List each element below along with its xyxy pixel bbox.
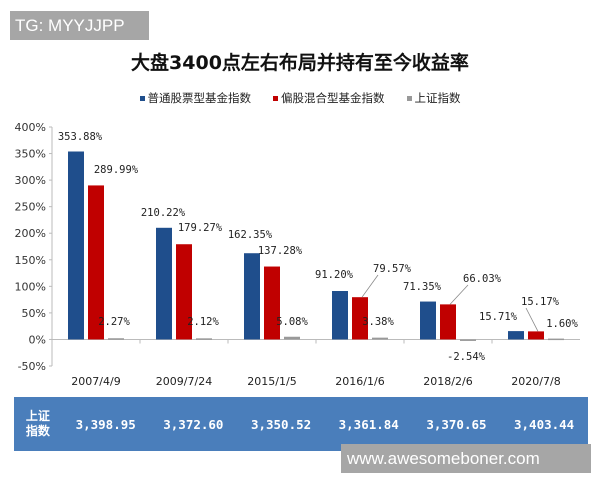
watermark-top: TG: MYYJJPP xyxy=(10,11,149,40)
x-tick-label: 2018/2/6 xyxy=(423,375,472,388)
table-cell: 3,350.52 xyxy=(250,416,312,432)
legend-label: 偏股混合型基金指数 xyxy=(281,91,385,105)
y-tick-label: 100% xyxy=(15,280,46,293)
y-tick-label: 300% xyxy=(15,174,46,187)
bar-stock-fund xyxy=(420,301,436,340)
table-cell: 3,398.95 xyxy=(75,416,136,432)
data-label: 162.35% xyxy=(228,229,273,241)
x-tick-label: 2015/1/5 xyxy=(247,375,296,388)
table-header: 上证 指数 xyxy=(14,409,62,439)
table-cell: 3,403.44 xyxy=(514,416,575,432)
legend: 普通股票型基金指数 偏股混合型基金指数 上证指数 xyxy=(0,90,600,106)
table-cell: 3,370.65 xyxy=(426,416,487,432)
chart-title: 大盘3400点左右布局并持有至今收益率 xyxy=(131,52,469,74)
table-header-line: 指数 xyxy=(25,424,50,438)
y-tick-label: 350% xyxy=(15,148,46,161)
bar-mixed-fund xyxy=(440,304,456,340)
bar-stock-fund xyxy=(68,151,84,340)
data-label: 3.38% xyxy=(362,316,394,328)
data-label: 353.88% xyxy=(58,131,103,143)
legend-item-sse-index: 上证指数 xyxy=(406,90,461,106)
data-label: 2.27% xyxy=(98,316,130,328)
data-label: 2.12% xyxy=(187,316,219,328)
bar-stock-fund xyxy=(332,291,348,340)
y-tick-label: 150% xyxy=(15,254,46,267)
bar-sse-index xyxy=(196,338,212,340)
bar-mixed-fund xyxy=(176,244,192,340)
y-tick-label: 50% xyxy=(22,307,46,320)
bar-sse-index xyxy=(284,336,300,340)
bar-stock-fund xyxy=(156,227,172,340)
bar-sse-index xyxy=(548,338,564,341)
bar-sse-index xyxy=(460,339,476,341)
legend-swatch xyxy=(139,95,145,101)
data-label: 15.71% xyxy=(479,311,518,323)
data-label: 71.35% xyxy=(403,281,442,293)
table-cell: 3,361.84 xyxy=(338,416,399,432)
data-label: 289.99% xyxy=(94,164,139,176)
legend-label: 普通股票型基金指数 xyxy=(147,91,252,105)
label-leader-line xyxy=(449,284,469,305)
data-label: -2.54% xyxy=(447,351,486,363)
legend-label: 上证指数 xyxy=(414,91,461,105)
bar-stock-fund xyxy=(244,253,260,340)
data-label: 66.03% xyxy=(463,273,502,285)
bar-chart: -50% 0% 50% 100% 150% 200% 250% 300% 350% 400% 200… xyxy=(15,121,580,388)
table-header-line: 上证 xyxy=(25,409,50,423)
label-leader-line xyxy=(525,307,539,332)
data-label: 210.22% xyxy=(141,207,186,219)
bar-mixed-fund xyxy=(352,297,368,340)
legend-item-stock-fund: 普通股票型基金指数 xyxy=(139,90,252,106)
data-label: 5.08% xyxy=(276,316,308,328)
bar-sse-index xyxy=(108,338,124,340)
bar-stock-fund xyxy=(508,331,524,340)
data-label: 179.27% xyxy=(178,222,223,234)
y-tick-label: -50% xyxy=(18,360,46,373)
table-cell: 3,372.60 xyxy=(163,416,224,432)
y-tick-label: 400% xyxy=(15,121,46,134)
data-label: 1.60% xyxy=(546,318,578,330)
x-tick-label: 2009/7/24 xyxy=(156,375,212,388)
watermark-bottom: www.awesomeboner.com xyxy=(341,444,591,473)
y-tick-label: 0% xyxy=(29,333,46,346)
legend-item-mixed-fund: 偏股混合型基金指数 xyxy=(273,90,385,106)
x-tick-label: 2020/7/8 xyxy=(511,375,560,388)
x-tick-label: 2016/1/6 xyxy=(335,375,384,388)
bar-mixed-fund xyxy=(88,185,104,340)
bar-mixed-fund xyxy=(264,266,280,340)
y-tick-label: 200% xyxy=(15,227,46,240)
data-label: 137.28% xyxy=(258,245,303,257)
sse-index-table: 上证 指数 3,398.95 3,372.60 3,350.52 3,361.84… xyxy=(14,397,588,451)
bar-mixed-fund xyxy=(528,331,544,340)
x-tick-label: 2007/4/9 xyxy=(71,375,120,388)
legend-swatch xyxy=(406,95,412,101)
label-leader-line xyxy=(361,274,379,298)
y-tick-label: 250% xyxy=(15,201,46,214)
bar-sse-index xyxy=(372,337,388,340)
data-label: 15.17% xyxy=(521,296,560,308)
legend-swatch xyxy=(273,95,278,101)
data-label: 79.57% xyxy=(373,263,412,275)
data-label: 91.20% xyxy=(315,269,354,281)
